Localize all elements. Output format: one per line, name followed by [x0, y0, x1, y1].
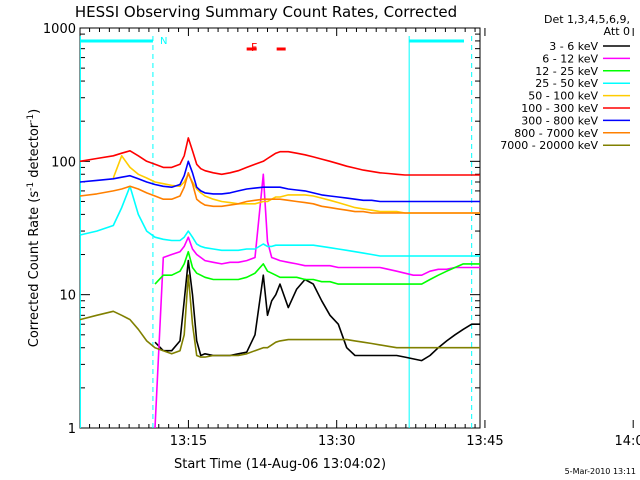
series-line-5 — [79, 137, 480, 176]
series-line-7 — [79, 172, 480, 214]
legend-label: 25 - 50 keV — [535, 77, 598, 90]
series-line-3 — [79, 185, 480, 257]
legend-label: 6 - 12 keV — [542, 52, 598, 65]
legend-label: 12 - 25 keV — [535, 65, 598, 78]
y-axis-label: Corrected Count Rate (s-1 detector-1) — [26, 109, 42, 347]
annotation-layer: N F — [79, 36, 473, 428]
legend-label: 7000 - 20000 keV — [500, 139, 598, 152]
footer-timestamp: 5-Mar-2010 13:11 — [565, 467, 636, 476]
x-axis-label: Start Time (14-Aug-06 13:04:02) — [174, 457, 386, 472]
x-tick-label: 14:00 — [614, 434, 640, 449]
legend-label: 50 - 100 keV — [528, 90, 598, 103]
legend-label: 100 - 300 keV — [521, 102, 598, 115]
legend-label: 3 - 6 keV — [549, 40, 598, 53]
series-line-0 — [154, 259, 480, 362]
series-line-2 — [154, 250, 480, 285]
y-tick-label: 1000 — [43, 22, 76, 37]
night-marker-label: N — [160, 36, 167, 47]
x-tick-label: 13:45 — [466, 434, 503, 449]
y-tick-label: 10 — [59, 289, 76, 304]
y-axis-label-part-3: ) — [27, 109, 42, 114]
legend-label: 300 - 800 keV — [521, 114, 598, 127]
series-line-6 — [79, 160, 480, 203]
legend-header-line-1: Det 1,3,4,5,6,9, — [544, 13, 630, 26]
series-line-8 — [79, 274, 480, 358]
legend-label: 800 - 7000 keV — [514, 127, 598, 140]
x-tick-label: 13:15 — [170, 434, 207, 449]
series-layer — [79, 137, 480, 429]
y-tick-label: 100 — [51, 155, 76, 170]
legend-header-line-2: Att 0 — [604, 25, 630, 38]
y-axis-label-sup-1: -1 — [26, 182, 36, 191]
y-axis-label-sup-2: -1 — [26, 114, 36, 123]
y-tick-label: 1 — [68, 422, 76, 437]
y-axis-label-part-2: detector — [27, 122, 42, 182]
chart-title: HESSI Observing Summary Count Rates, Cor… — [75, 3, 457, 21]
y-axis-label-part-1: Corrected Count Rate (s — [27, 191, 42, 348]
series-line-1 — [154, 173, 480, 429]
x-tick-label: 13:30 — [318, 434, 355, 449]
